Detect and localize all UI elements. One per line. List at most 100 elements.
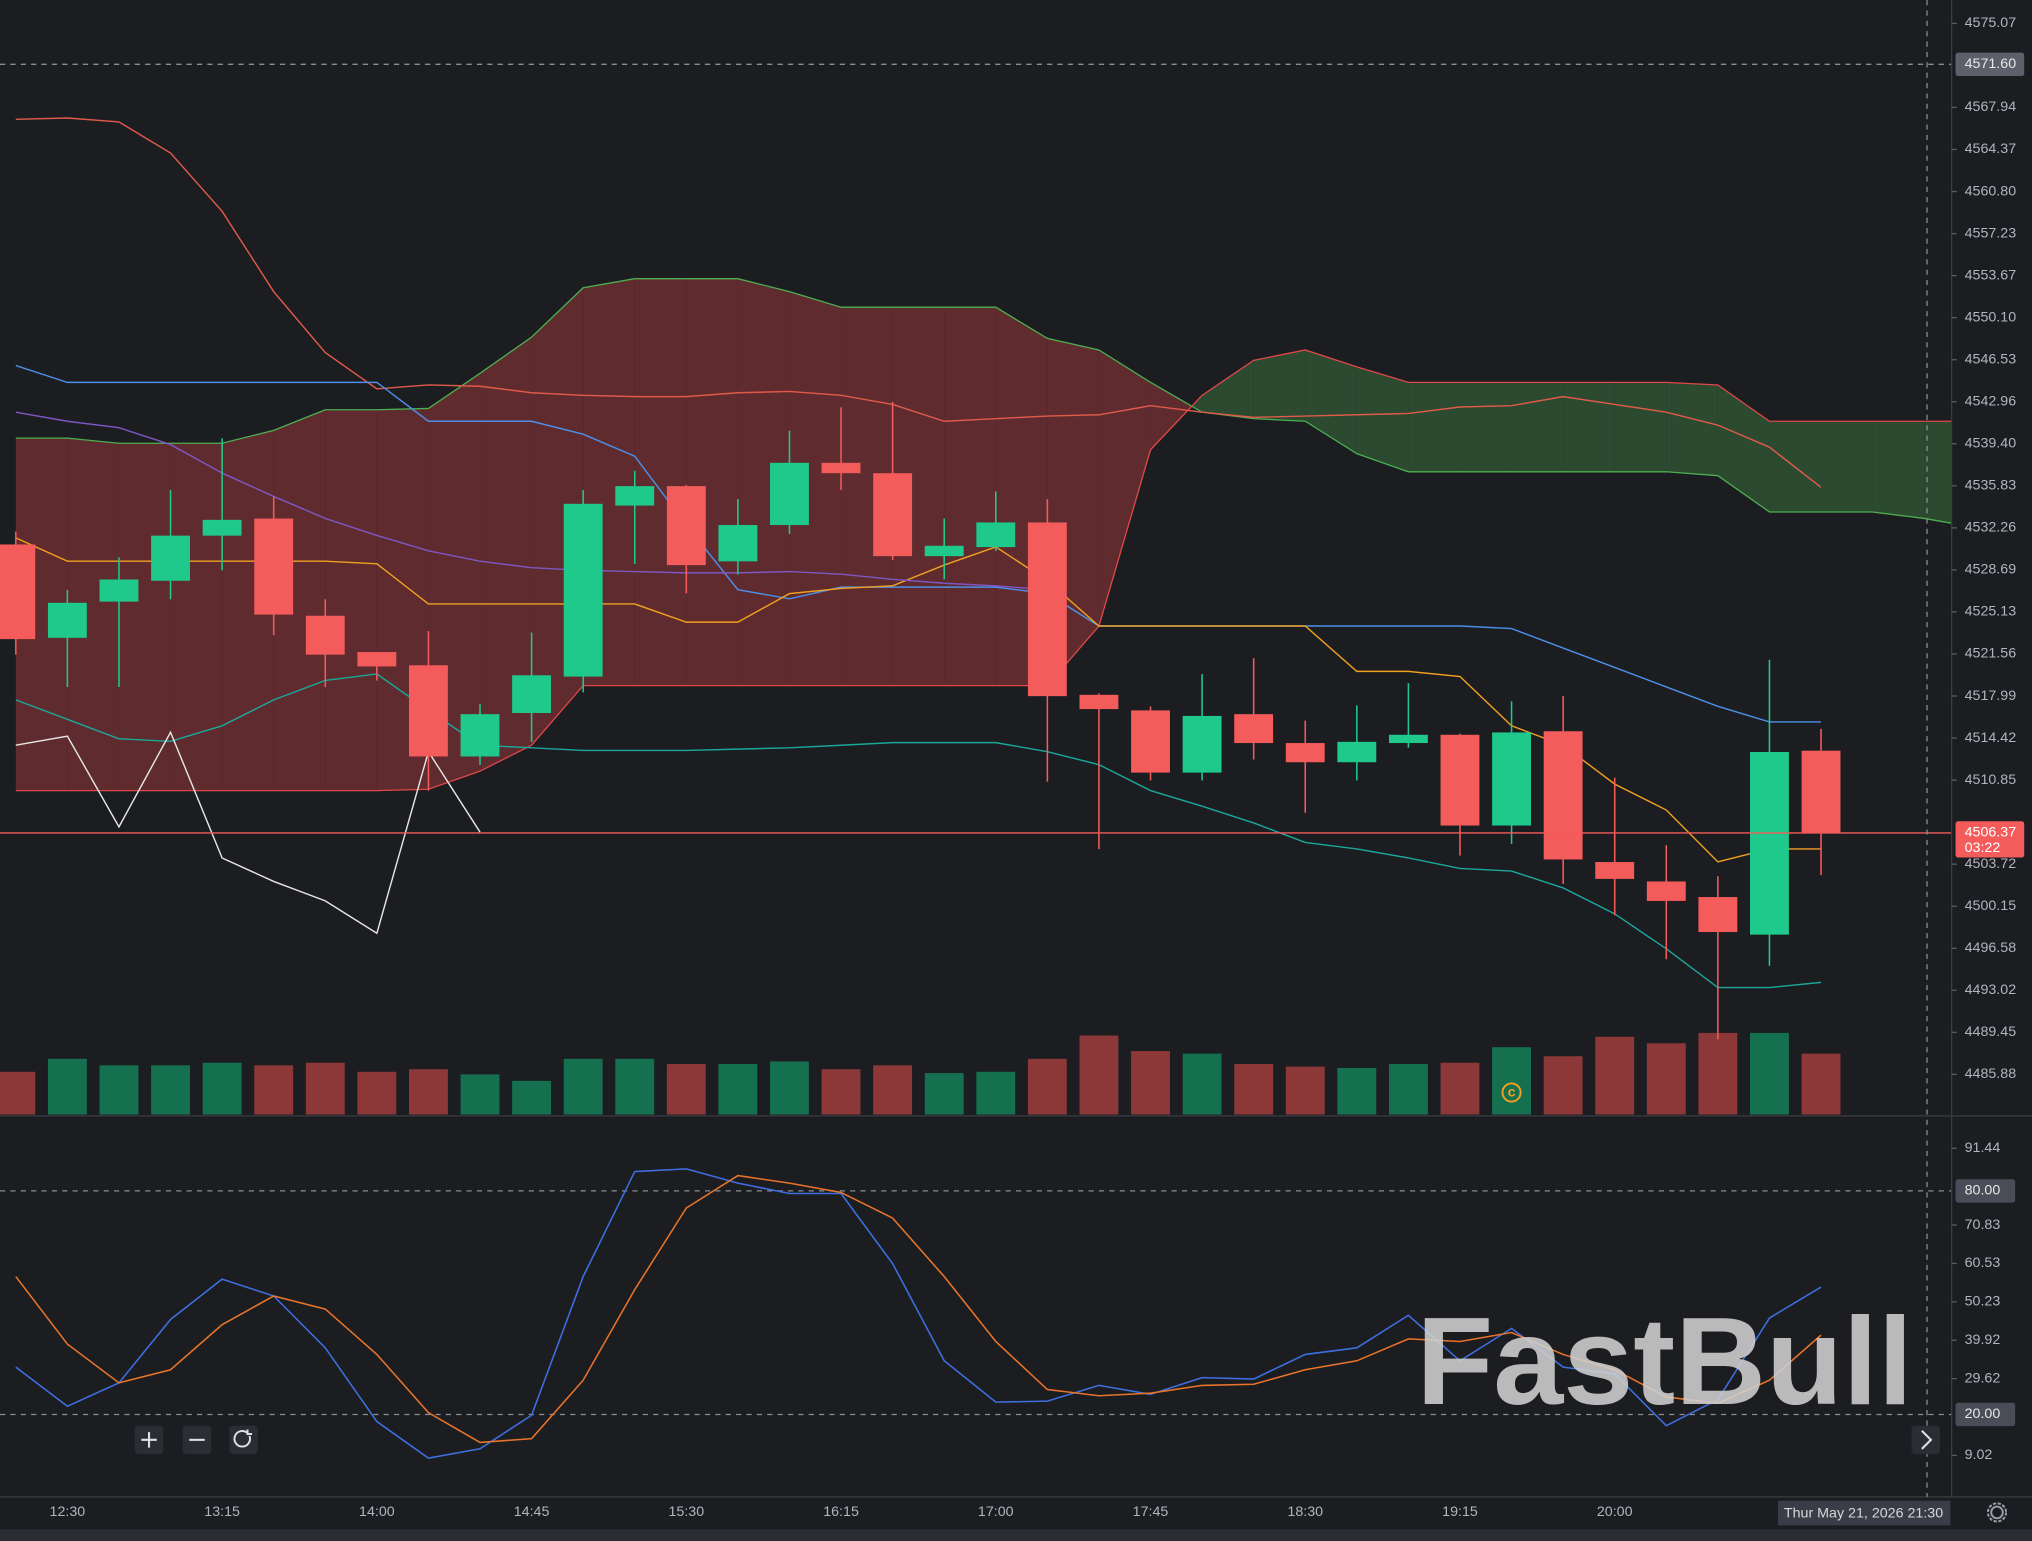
volume-bar (666, 1064, 706, 1115)
candle-body (1285, 743, 1325, 763)
last-price-label: 4506.37 (1965, 825, 2017, 841)
candle-body (305, 615, 345, 655)
y-tick-label: 4553.67 (1965, 267, 2017, 283)
cloud-fill (67, 438, 119, 791)
last-price-box (1955, 821, 2025, 858)
x-tick-label: 14:45 (514, 1504, 550, 1520)
y-tick-label: 60.53 (1965, 1255, 2001, 1271)
bottom-bar (0, 1529, 2032, 1541)
y-tick-label: 4532.26 (1965, 520, 2017, 536)
cloud-fill (325, 409, 377, 791)
volume-bar (1698, 1032, 1738, 1115)
y-tick-label: 91.44 (1965, 1140, 2001, 1156)
y-tick-label: 4489.45 (1965, 1024, 2017, 1040)
y-tick-label: 4503.72 (1965, 856, 2017, 872)
volume-bar (1801, 1053, 1841, 1115)
y-tick-label: 4539.40 (1965, 435, 2017, 451)
cloud-fill (1253, 349, 1306, 422)
candle-body (666, 486, 706, 566)
candle-body (1698, 897, 1738, 933)
candle-body (1079, 694, 1119, 710)
indicator-line (15, 364, 1822, 723)
candle-body (1646, 881, 1686, 901)
settings-button[interactable] (1986, 1502, 2008, 1523)
watermark: FastBull (1416, 1292, 1912, 1431)
cloud-fill (686, 278, 738, 686)
volume-bar (1234, 1064, 1274, 1115)
level-box (1955, 1402, 2016, 1427)
zoom-in-button[interactable] (134, 1425, 164, 1455)
y-tick-label: 4546.53 (1965, 351, 2017, 367)
scroll-right-button[interactable] (1911, 1425, 1940, 1455)
cloud-fill (1821, 421, 1873, 512)
reset-button[interactable] (229, 1425, 258, 1455)
volume-bar (1543, 1056, 1583, 1115)
volume-bar (924, 1073, 964, 1115)
candle-body (512, 675, 552, 713)
candle-body (1388, 734, 1428, 744)
cloud-edge (15, 349, 1952, 792)
x-tick-label: 15:30 (668, 1504, 704, 1520)
volume-bar (202, 1062, 242, 1115)
candle-body (254, 518, 294, 615)
price-panel: c (0, 63, 1952, 1115)
indicator-line (15, 117, 1822, 488)
candle-body (151, 535, 190, 581)
oscillator-line (15, 1168, 1822, 1459)
candle-body (1492, 732, 1531, 826)
indicator-line (15, 673, 1822, 989)
candle-body (1027, 522, 1067, 697)
volume-bar (512, 1080, 552, 1115)
crosshair-time: Thur May 21, 2026 21:30 (1784, 1505, 1943, 1521)
stochastic-panel (0, 1168, 1952, 1459)
zoom-out-button[interactable] (182, 1425, 212, 1455)
event-marker: c (1508, 1084, 1516, 1100)
y-tick-label: 4485.88 (1965, 1066, 2017, 1082)
cloud-edge (15, 278, 1952, 524)
countdown-label: 03:22 (1965, 840, 2001, 856)
volume-bar (615, 1058, 655, 1115)
y-tick-label: 9.02 (1965, 1447, 1993, 1463)
cloud-fill (480, 337, 532, 772)
candle-body (718, 525, 758, 562)
crosshair-time-box (1778, 1500, 1951, 1526)
cloud-fill (15, 438, 68, 791)
y-tick-label: 4557.23 (1965, 225, 2017, 241)
cloud-fill (944, 307, 996, 686)
candle-body (357, 652, 397, 667)
x-tick-label: 18:30 (1287, 1504, 1323, 1520)
volume-bar (47, 1058, 87, 1115)
y-tick-label: 4517.99 (1965, 688, 2017, 704)
y-tick-label: 4510.85 (1965, 772, 2017, 788)
y-tick-label: 4575.07 (1965, 15, 2017, 31)
level-label: 20.00 (1965, 1406, 2001, 1422)
cloud-fill (1872, 421, 1925, 519)
volume-bar (1182, 1053, 1222, 1115)
candle-body (0, 544, 36, 640)
x-tick-label: 17:45 (1133, 1504, 1169, 1520)
x-tick-label: 12:30 (50, 1504, 86, 1520)
candle-body (1182, 715, 1222, 773)
volume-bar (1750, 1032, 1789, 1115)
level-box (1955, 1179, 2016, 1203)
x-tick-label: 20:00 (1597, 1504, 1633, 1520)
cloud-fill (892, 307, 945, 686)
indicator-line (15, 411, 1048, 591)
volume-bar (563, 1058, 603, 1115)
candle-body (1750, 751, 1789, 935)
cloud-fill (1666, 382, 1718, 476)
candle-body (924, 545, 964, 557)
candle-body (1801, 750, 1841, 833)
candle-body (1595, 862, 1635, 879)
cloud-fill (1098, 349, 1151, 627)
volume-bar (1646, 1043, 1686, 1115)
volume-bar (1337, 1067, 1377, 1115)
oscillator-line (15, 1174, 1822, 1444)
volume-bar (151, 1065, 190, 1115)
candle-body (202, 519, 242, 536)
y-tick-label: 70.83 (1965, 1217, 2001, 1233)
cloud-fill (634, 278, 687, 686)
y-tick-label: 4525.13 (1965, 604, 2017, 620)
volume-bar (718, 1064, 758, 1115)
